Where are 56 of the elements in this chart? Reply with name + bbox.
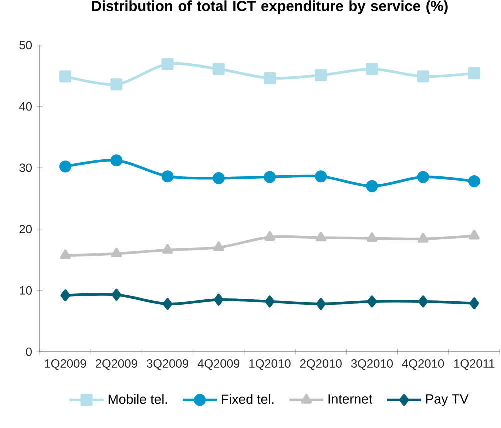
point — [468, 175, 480, 188]
point — [366, 232, 378, 242]
x-tick-label: 1Q2011 — [454, 360, 495, 370]
point — [316, 232, 326, 242]
x-tick-label: 4Q2009 — [198, 360, 240, 370]
chart-title: Distribution of total ICT expenditure by service (%) — [92, 0, 448, 14]
point — [162, 244, 174, 254]
x-tick-label: 1Q2010 — [250, 360, 291, 370]
point — [417, 70, 430, 83]
legend-label: Internet — [328, 394, 373, 404]
point — [60, 290, 70, 302]
y-tick-label: 0 — [26, 348, 32, 356]
y-tick-label: 50 — [20, 41, 32, 50]
point — [111, 248, 122, 258]
y-tick-label: 40 — [19, 102, 32, 111]
point — [366, 180, 378, 192]
legend-label: Fixed tel. — [222, 394, 274, 404]
point — [265, 296, 275, 308]
point — [470, 298, 480, 310]
x-tick-label: 2Q2010 — [300, 360, 342, 370]
point — [367, 296, 378, 308]
point — [315, 170, 328, 183]
point — [315, 69, 328, 82]
point — [469, 230, 480, 240]
x-tick-label: 3Q2009 — [146, 360, 188, 370]
point — [264, 231, 276, 241]
y-tick-label: 10 — [20, 286, 32, 295]
x-tick-label: 1Q2009 — [45, 360, 86, 370]
legend-label: Mobile tel. — [108, 394, 168, 404]
x-tick-label: 4Q2010 — [402, 360, 444, 370]
point — [264, 171, 276, 184]
point — [212, 63, 225, 76]
point — [468, 68, 480, 80]
point — [162, 58, 174, 70]
point — [316, 298, 326, 310]
point — [214, 242, 224, 252]
point — [212, 172, 225, 184]
x-tick-label: 3Q2010 — [351, 360, 394, 370]
point — [162, 298, 173, 310]
point — [418, 233, 429, 243]
y-tick-label: 30 — [20, 164, 32, 172]
point — [112, 288, 122, 301]
point — [110, 154, 123, 167]
point — [366, 63, 378, 76]
point — [214, 294, 224, 306]
point — [60, 70, 72, 83]
point — [264, 72, 276, 84]
point — [60, 250, 71, 260]
x-tick-label: 2Q2009 — [96, 360, 138, 370]
point — [417, 171, 430, 184]
y-tick-label: 20 — [20, 225, 32, 234]
point — [162, 170, 174, 183]
point — [110, 78, 123, 91]
point — [418, 296, 428, 308]
legend-label: Pay TV — [426, 394, 469, 407]
point — [60, 160, 72, 173]
